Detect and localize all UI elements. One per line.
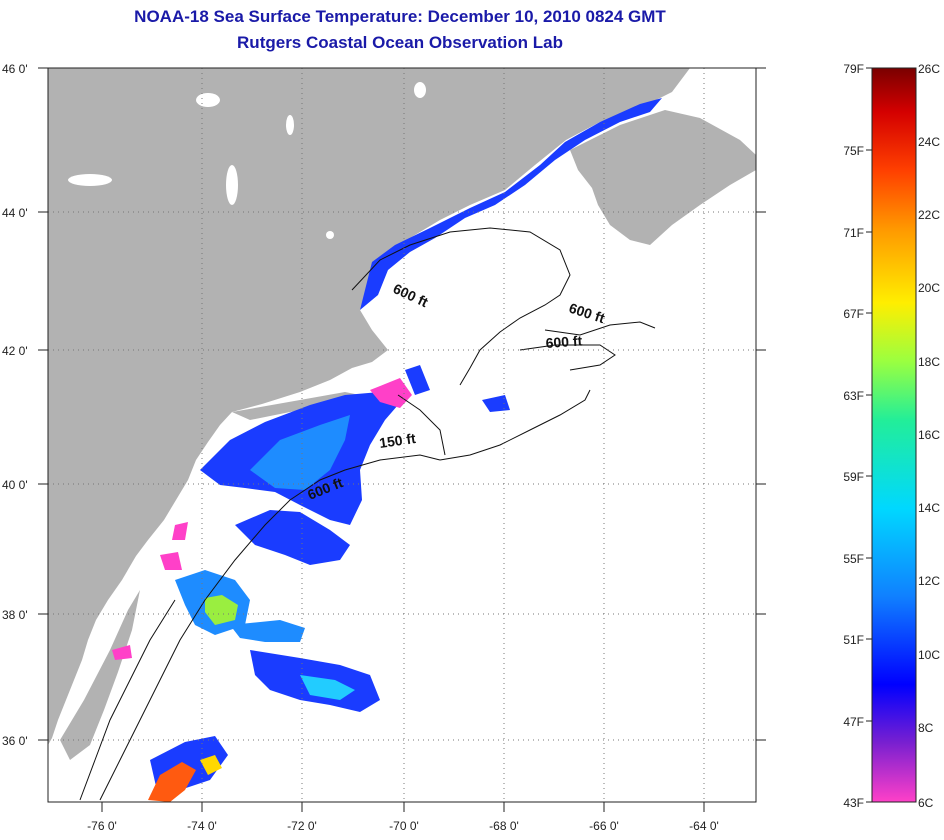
delmarva-peninsula — [60, 590, 140, 760]
colorbar-c-label: 26C — [918, 62, 940, 76]
isobath-contours — [79, 227, 656, 801]
lon-label: -76 0' — [87, 819, 117, 833]
lake — [414, 82, 426, 98]
lon-label: -66 0' — [589, 819, 619, 833]
graticule — [48, 68, 756, 802]
lat-label: 36 0' — [2, 734, 28, 748]
isobath-label: 600 ft — [545, 332, 583, 351]
lat-label: 44 0' — [2, 206, 28, 220]
lon-label: -68 0' — [489, 819, 519, 833]
isobath-label: 150 ft — [378, 430, 417, 451]
colorbar-f-label: 51F — [843, 633, 864, 647]
lake — [196, 93, 220, 107]
lon-label: -64 0' — [689, 819, 719, 833]
colorbar-f-label: 59F — [843, 470, 864, 484]
colorbar-f-label: 75F — [843, 144, 864, 158]
lake — [326, 231, 334, 239]
colorbar-c-label: 24C — [918, 135, 940, 149]
colorbar-c-label: 12C — [918, 574, 940, 588]
colorbar-c-label: 14C — [918, 501, 940, 515]
sst-data-layer — [112, 98, 662, 802]
colorbar-c-label: 20C — [918, 281, 940, 295]
axis-ticks — [38, 67, 766, 812]
colorbar-ticks — [866, 67, 872, 803]
colorbar-c-label: 22C — [918, 208, 940, 222]
colorbar-f-label: 47F — [843, 715, 864, 729]
map-title: NOAA-18 Sea Surface Temperature: Decembe… — [134, 7, 666, 26]
mainland-landmass — [48, 68, 690, 745]
lon-label: -70 0' — [389, 819, 419, 833]
colorbar-f-label: 79F — [843, 62, 864, 76]
colorbar-f-label: 67F — [843, 307, 864, 321]
lon-label: -74 0' — [187, 819, 217, 833]
map-frame — [47, 67, 757, 803]
lat-label: 40 0' — [2, 478, 28, 492]
temperature-colorbar — [871, 67, 917, 803]
colorbar-c-label: 6C — [918, 796, 934, 810]
lat-label: 38 0' — [2, 608, 28, 622]
colorbar-f-label: 63F — [843, 389, 864, 403]
colorbar-c-label: 18C — [918, 355, 940, 369]
lake — [68, 174, 112, 186]
lat-label: 46 0' — [2, 62, 28, 76]
colorbar-f-label: 71F — [843, 226, 864, 240]
map-subtitle: Rutgers Coastal Ocean Observation Lab — [237, 33, 563, 52]
long-island — [232, 392, 360, 420]
colorbar-f-label: 55F — [843, 552, 864, 566]
nova-scotia — [570, 110, 756, 245]
lon-label: -72 0' — [287, 819, 317, 833]
colorbar-c-label: 16C — [918, 428, 940, 442]
lake — [226, 165, 238, 205]
colorbar-f-label: 43F — [843, 796, 864, 810]
colorbar-c-label: 8C — [918, 721, 934, 735]
colorbar-c-label: 10C — [918, 648, 940, 662]
lake — [286, 115, 294, 135]
lat-label: 42 0' — [2, 344, 28, 358]
